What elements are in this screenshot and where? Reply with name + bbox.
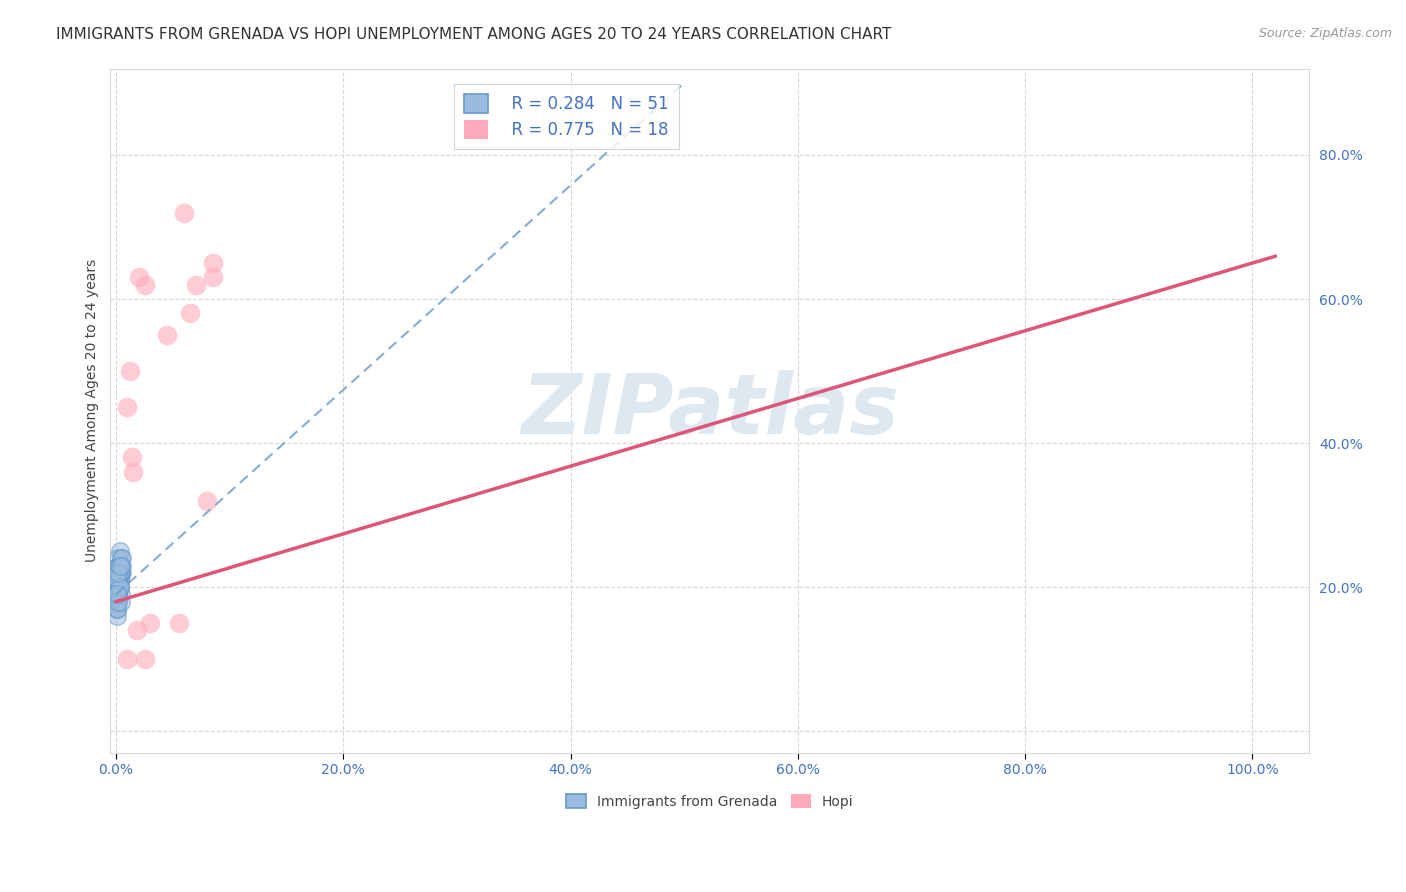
Point <box>111 551 134 566</box>
Y-axis label: Unemployment Among Ages 20 to 24 years: Unemployment Among Ages 20 to 24 years <box>86 259 100 562</box>
Point <box>110 558 132 573</box>
Point <box>108 573 131 587</box>
Point <box>108 580 131 594</box>
Point <box>117 400 139 414</box>
Point <box>107 580 129 594</box>
Point <box>110 551 132 566</box>
Point <box>108 580 131 594</box>
Point <box>179 306 201 320</box>
Point <box>105 601 128 615</box>
Point <box>108 566 131 580</box>
Point <box>108 580 131 594</box>
Point <box>105 580 128 594</box>
Point <box>184 277 207 292</box>
Point <box>128 270 150 285</box>
Point <box>105 609 128 624</box>
Point <box>107 580 129 594</box>
Point <box>107 573 129 587</box>
Point <box>108 558 131 573</box>
Point <box>107 558 129 573</box>
Point <box>107 580 129 594</box>
Point <box>108 566 131 580</box>
Point <box>108 558 131 573</box>
Point <box>105 587 128 601</box>
Text: Source: ZipAtlas.com: Source: ZipAtlas.com <box>1258 27 1392 40</box>
Point <box>108 573 131 587</box>
Point <box>173 205 195 219</box>
Point <box>107 573 129 587</box>
Point <box>107 573 129 587</box>
Point <box>107 587 129 601</box>
Point <box>125 624 148 638</box>
Point <box>111 566 134 580</box>
Point <box>105 601 128 615</box>
Point <box>110 587 132 601</box>
Point <box>107 558 129 573</box>
Text: IMMIGRANTS FROM GRENADA VS HOPI UNEMPLOYMENT AMONG AGES 20 TO 24 YEARS CORRELATI: IMMIGRANTS FROM GRENADA VS HOPI UNEMPLOY… <box>56 27 891 42</box>
Point <box>105 587 128 601</box>
Point <box>110 558 132 573</box>
Point <box>107 594 129 608</box>
Point <box>201 256 224 270</box>
Point <box>139 616 162 631</box>
Point <box>117 652 139 666</box>
Point <box>108 573 131 587</box>
Point <box>105 594 128 608</box>
Point <box>105 594 128 608</box>
Point <box>195 493 218 508</box>
Text: ZIPatlas: ZIPatlas <box>520 370 898 451</box>
Point <box>105 573 128 587</box>
Point <box>201 270 224 285</box>
Point <box>107 587 129 601</box>
Point <box>107 580 129 594</box>
Point <box>121 450 143 465</box>
Point <box>118 364 141 378</box>
Point <box>110 558 132 573</box>
Point <box>110 566 132 580</box>
Legend: Immigrants from Grenada, Hopi: Immigrants from Grenada, Hopi <box>561 789 859 814</box>
Point <box>122 465 145 479</box>
Point <box>167 616 190 631</box>
Point <box>134 652 156 666</box>
Point <box>156 328 179 343</box>
Point <box>108 544 131 558</box>
Point <box>111 558 134 573</box>
Point <box>105 566 128 580</box>
Point <box>107 587 129 601</box>
Point <box>107 566 129 580</box>
Point <box>108 566 131 580</box>
Point <box>105 594 128 608</box>
Point <box>107 573 129 587</box>
Point <box>134 277 156 292</box>
Point <box>105 566 128 580</box>
Point <box>107 551 129 566</box>
Point <box>110 594 132 608</box>
Point <box>105 601 128 615</box>
